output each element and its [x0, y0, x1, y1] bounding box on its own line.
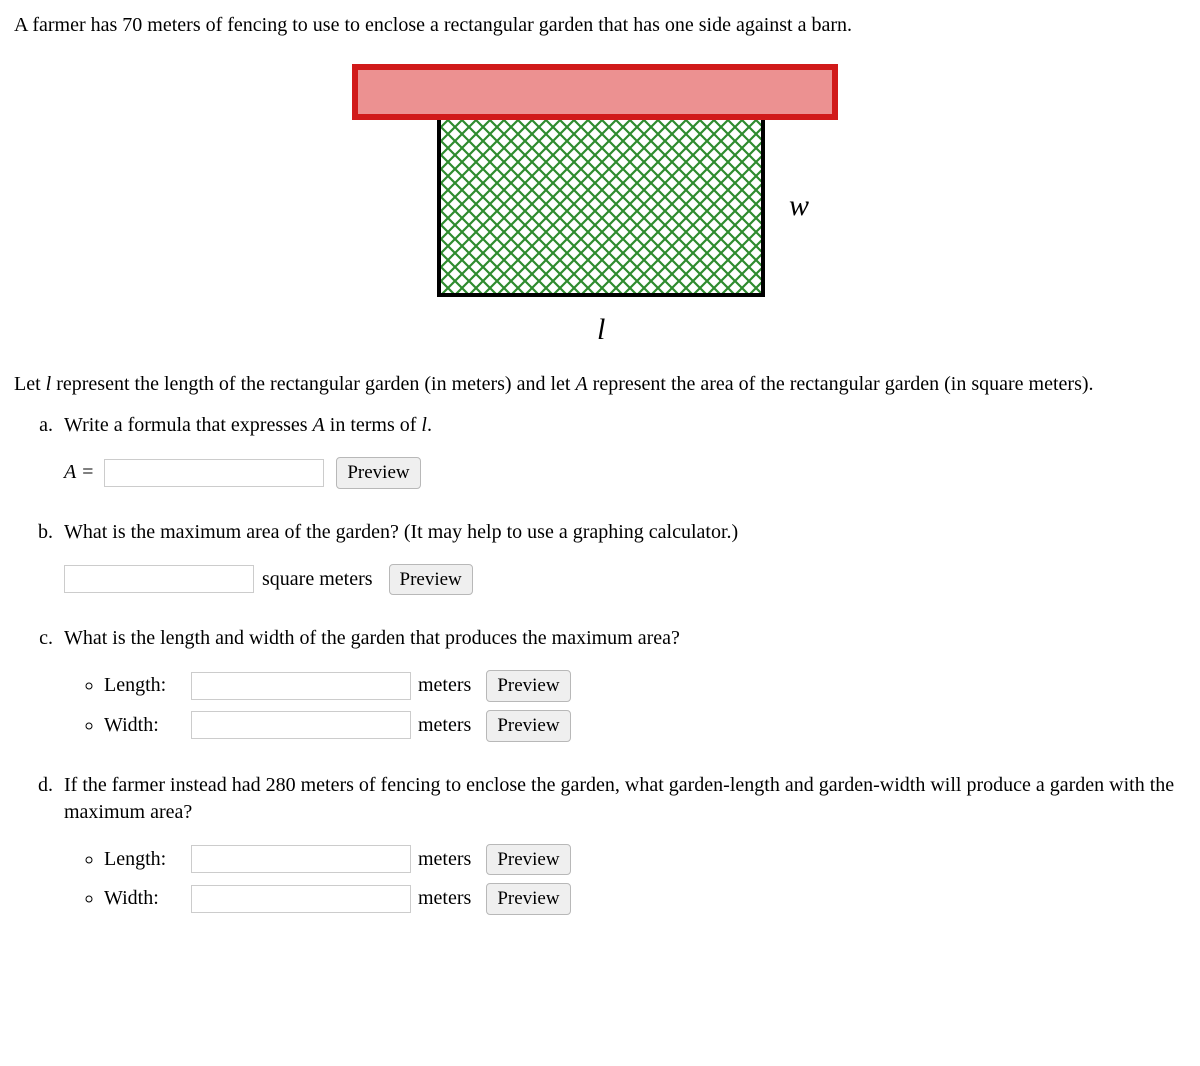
garden-rect: [439, 117, 763, 295]
width-row: Width: meters Preview: [104, 883, 1186, 915]
qb-text: What is the maximum area of the garden? …: [64, 521, 738, 543]
question-d: If the farmer instead had 280 meters of …: [58, 772, 1186, 915]
preview-button[interactable]: Preview: [486, 844, 570, 876]
unit-label: meters: [418, 714, 471, 736]
length-input[interactable]: [191, 845, 411, 873]
label-w: w: [789, 189, 809, 222]
formula-input[interactable]: [104, 459, 324, 487]
question-b: What is the maximum area of the garden? …: [58, 519, 1186, 596]
qd-sublist: Length: meters Preview Width: meters Pre…: [64, 844, 1186, 915]
diagram-container: w l: [14, 57, 1186, 349]
width-label: Width:: [104, 885, 186, 912]
question-a: Write a formula that expresses A in term…: [58, 412, 1186, 489]
intro-text: A farmer has 70 meters of fencing to use…: [14, 12, 1186, 39]
qc-sublist: Length: meters Preview Width: meters Pre…: [64, 670, 1186, 741]
eq-lhs: A =: [64, 459, 94, 486]
max-area-input[interactable]: [64, 565, 254, 593]
unit-label: meters: [418, 887, 471, 909]
qc-text: What is the length and width of the gard…: [64, 627, 680, 649]
length-row: Length: meters Preview: [104, 844, 1186, 876]
length-label: Length:: [104, 846, 186, 873]
length-row: Length: meters Preview: [104, 670, 1186, 702]
length-label: Length:: [104, 672, 186, 699]
unit-label: square meters: [262, 566, 373, 593]
unit-label: meters: [418, 674, 471, 696]
barn-rect: [355, 67, 835, 117]
width-input[interactable]: [191, 885, 411, 913]
preview-button[interactable]: Preview: [486, 670, 570, 702]
unit-label: meters: [418, 848, 471, 870]
qa-text: Write a formula that expresses A in term…: [64, 414, 432, 436]
label-l: l: [597, 313, 605, 346]
width-row: Width: meters Preview: [104, 710, 1186, 742]
preview-button[interactable]: Preview: [389, 564, 473, 596]
preview-button[interactable]: Preview: [486, 710, 570, 742]
definitions-text: Let l represent the length of the rectan…: [14, 371, 1186, 398]
question-list: Write a formula that expresses A in term…: [14, 412, 1186, 915]
length-input[interactable]: [191, 672, 411, 700]
preview-button[interactable]: Preview: [336, 457, 420, 489]
preview-button[interactable]: Preview: [486, 883, 570, 915]
width-label: Width:: [104, 712, 186, 739]
width-input[interactable]: [191, 711, 411, 739]
question-c: What is the length and width of the gard…: [58, 625, 1186, 741]
qd-text: If the farmer instead had 280 meters of …: [64, 774, 1174, 823]
garden-diagram: w l: [315, 57, 885, 349]
